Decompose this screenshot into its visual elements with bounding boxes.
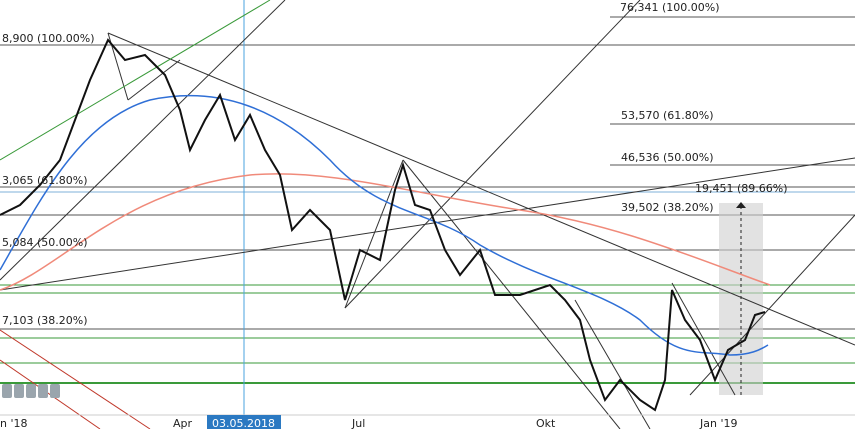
- fib-label: 46,536 (50.00%): [621, 151, 714, 164]
- fib-label: 53,570 (61.80%): [621, 109, 714, 122]
- fib-label: 39,502 (38.20%): [621, 201, 714, 214]
- crosshair-label: 03.05.2018: [212, 417, 275, 429]
- crosshair-label-bg: [207, 415, 281, 429]
- fib-label: 8,900 (100.00%): [2, 32, 95, 45]
- x-tick-label: Jan '19: [699, 417, 737, 429]
- price-line: [0, 38, 766, 412]
- x-tick-label: Jul: [351, 417, 365, 429]
- fib-label: 76,341 (100.00%): [620, 1, 720, 14]
- measure-label: 19,451 (89.66%): [695, 182, 788, 195]
- fib-label: 3,065 (61.80%): [2, 174, 88, 187]
- fib-label: 7,103 (38.20%): [2, 314, 88, 327]
- fib-label: 5,084 (50.00%): [2, 236, 88, 249]
- red-lines: [0, 329, 151, 429]
- green-line: [0, 0, 271, 161]
- ma-fast: [0, 94, 769, 356]
- level-lines: [0, 16, 855, 384]
- x-tick-label: n '18: [0, 417, 28, 429]
- ma-slow: [0, 173, 771, 291]
- toolbar[interactable]: [2, 384, 60, 398]
- measure-arrowhead: [736, 202, 746, 208]
- x-tick-label: Okt: [536, 417, 556, 429]
- x-tick-label: Apr: [173, 417, 193, 429]
